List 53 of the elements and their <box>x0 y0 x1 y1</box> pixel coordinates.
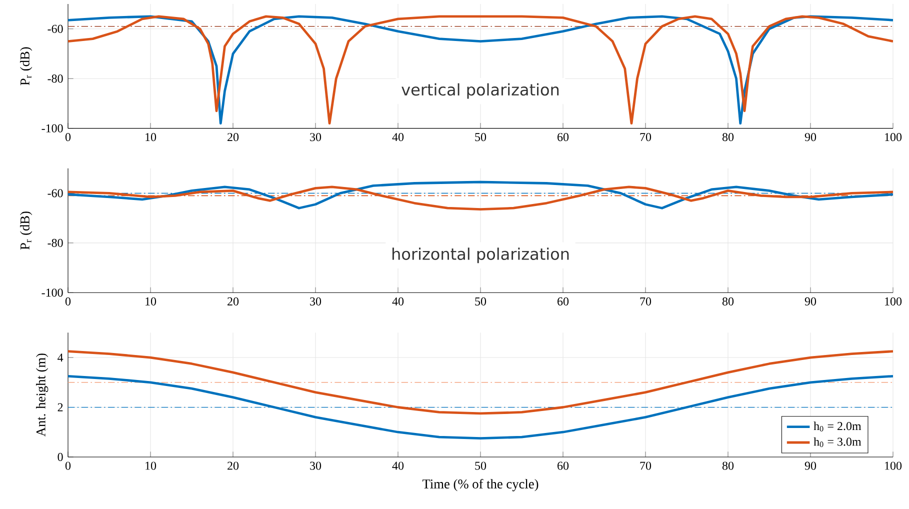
x-tick-label: 60 <box>558 462 569 470</box>
x-tick-label: 100 <box>885 133 902 142</box>
annotation: horizontal polarization <box>392 248 569 264</box>
x-tick-label: 40 <box>392 297 404 306</box>
x-tick-label: 30 <box>310 462 322 470</box>
y-axis-title: Ant. height (m) <box>36 354 48 437</box>
x-tick-label: 40 <box>392 133 404 142</box>
x-tick-label: 60 <box>558 297 569 306</box>
y-axis-title: P$_{r}$ (dB) <box>20 212 32 250</box>
x-axis-title: Time (% of the cycle) <box>422 478 538 492</box>
x-tick-label: 90 <box>804 133 816 142</box>
line-series <box>68 350 893 415</box>
y-tick-label: -100 <box>42 288 63 297</box>
x-tick-label: 40 <box>392 462 404 470</box>
x-tick-label: 10 <box>146 133 156 142</box>
x-tick-label: 80 <box>722 297 734 306</box>
y-tick-label: -60 <box>48 24 63 33</box>
x-tick-label: 10 <box>146 297 156 306</box>
x-tick-label: 70 <box>640 297 652 306</box>
x-tick-label: 0 <box>65 297 71 306</box>
x-tick-label: 30 <box>310 297 322 306</box>
x-tick-label: 80 <box>722 133 734 142</box>
x-tick-label: 50 <box>475 133 486 142</box>
legend-label: h$_{0}$ = 3.0m <box>814 437 862 448</box>
legend-label: h$_{0}$ = 2.0m <box>814 422 862 432</box>
x-tick-label: 50 <box>475 462 486 470</box>
y-tick-label: -80 <box>48 74 63 83</box>
x-tick-label: 70 <box>640 462 652 470</box>
x-tick-label: 90 <box>804 297 816 306</box>
y-tick-label: -80 <box>48 238 63 247</box>
x-tick-label: 20 <box>228 297 239 306</box>
y-tick-label: 4 <box>58 354 64 362</box>
x-tick-label: 0 <box>65 133 71 142</box>
x-tick-label: 90 <box>804 462 816 470</box>
annotation: vertical polarization <box>402 83 559 99</box>
x-tick-label: 30 <box>310 133 322 142</box>
x-tick-label: 10 <box>146 462 156 470</box>
x-tick-label: 100 <box>885 462 902 470</box>
y-tick-label: 0 <box>58 452 63 462</box>
x-tick-label: 100 <box>885 297 902 306</box>
y-tick-label: -100 <box>42 124 63 132</box>
x-tick-label: 60 <box>558 133 569 142</box>
x-tick-label: 20 <box>228 462 239 470</box>
y-tick-label: 2 <box>58 403 63 412</box>
line-series <box>68 15 894 125</box>
x-tick-label: 80 <box>722 462 734 470</box>
y-tick-label: -60 <box>48 189 63 198</box>
x-tick-label: 50 <box>475 297 486 306</box>
y-axis-title: P$_{r}$ (dB) <box>20 47 32 86</box>
x-tick-label: 70 <box>640 133 652 142</box>
x-tick-label: 20 <box>228 133 239 142</box>
x-tick-label: 0 <box>65 462 71 470</box>
line-series <box>68 186 894 211</box>
